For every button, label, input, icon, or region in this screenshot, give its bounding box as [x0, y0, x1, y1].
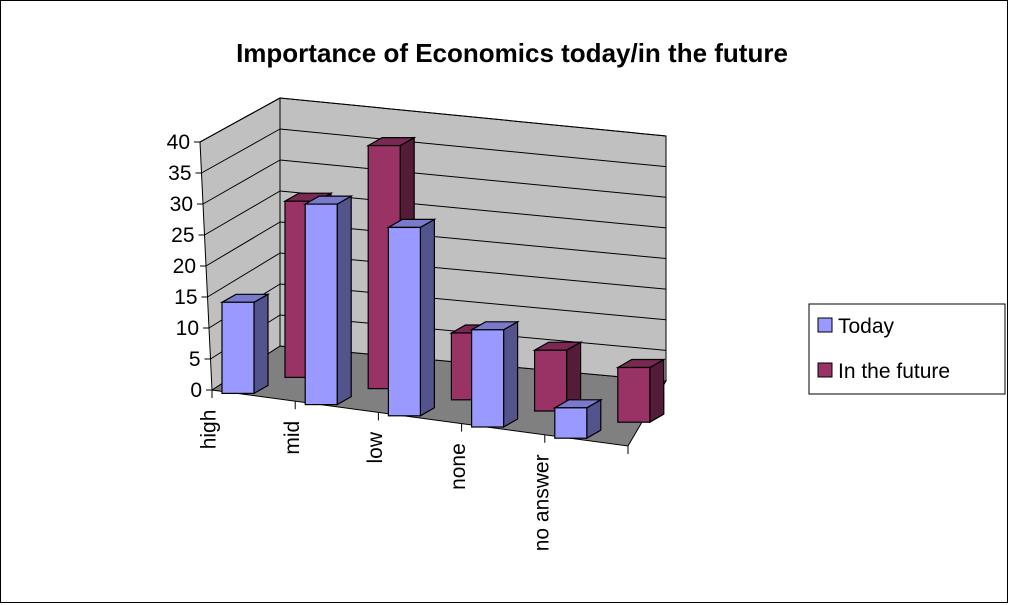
gridline — [207, 252, 281, 298]
bar-high-today-front — [221, 301, 255, 395]
y-tick-label: 20 — [173, 255, 196, 278]
y-tick-label: 35 — [168, 162, 191, 185]
bar-mid-today — [302, 195, 354, 406]
x-tick-label: mid — [281, 421, 304, 455]
y-tick-label: 15 — [174, 286, 197, 309]
gridline — [199, 97, 281, 143]
chart-title: Importance of Economics today/in the fut… — [236, 38, 788, 68]
y-tick-label: 25 — [171, 224, 194, 247]
gridline — [279, 128, 667, 168]
x-tick-label: none — [447, 443, 470, 490]
bar-no-answer-today — [552, 398, 604, 440]
legend-box — [808, 303, 1006, 395]
x-tick-label: low — [364, 431, 387, 463]
legend-label: In the future — [838, 360, 950, 383]
y-tick-label: 30 — [170, 193, 193, 216]
bar-no-answer-in-the-future-side — [649, 358, 665, 424]
legend-swatch — [817, 362, 833, 378]
gridline — [202, 159, 281, 205]
bar-no-answer-in-the-future — [615, 358, 667, 424]
bar-no-answer-in-the-future-front — [617, 366, 651, 423]
x-tick-label: no answer — [530, 454, 553, 551]
gridline — [279, 159, 667, 198]
bar-high-today — [219, 293, 271, 395]
gridline — [279, 97, 667, 137]
bar-low-today — [386, 218, 437, 417]
bar-no-answer-today-front — [554, 407, 588, 439]
bar-none-in-the-future — [532, 341, 583, 413]
gridline — [201, 128, 281, 174]
x-axis: high mid low none no answer — [198, 390, 629, 551]
legend-swatch — [817, 317, 833, 333]
legend: Today In the future — [808, 303, 1006, 395]
y-tick-label: 10 — [176, 317, 199, 340]
bar-mid-today-front — [304, 203, 338, 406]
gridline — [205, 221, 281, 267]
bar-low-today-front — [387, 226, 421, 417]
bar-none-today-front — [471, 329, 505, 428]
bars — [219, 136, 667, 440]
bar-high-today-side — [253, 293, 269, 395]
x-tick-label: high — [198, 410, 221, 450]
y-tick-label: 0 — [190, 379, 202, 402]
y-tick-label: 40 — [167, 131, 190, 154]
gridline — [204, 190, 281, 236]
y-tick-label: 5 — [189, 348, 201, 371]
bar-low-today-side — [419, 218, 435, 417]
bar-none-today-side — [503, 320, 519, 429]
legend-label: Today — [838, 315, 895, 338]
bar-none-today — [469, 320, 520, 429]
bar-mid-today-side — [336, 195, 352, 406]
bar-none-in-the-future-front — [533, 349, 568, 412]
